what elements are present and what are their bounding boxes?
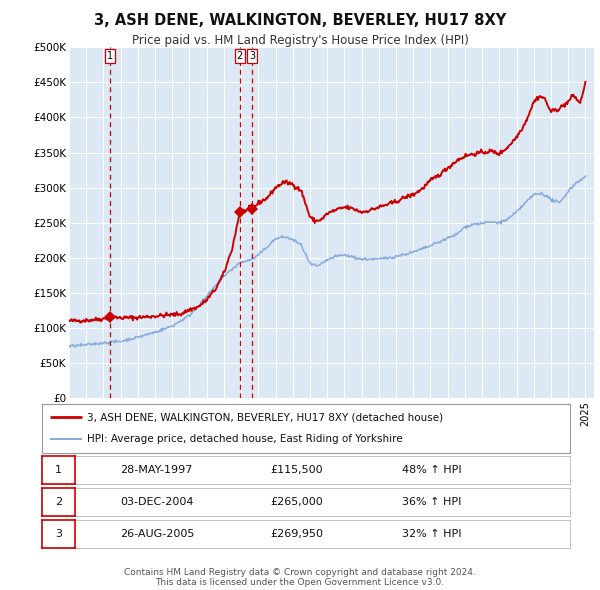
- Text: 3, ASH DENE, WALKINGTON, BEVERLEY, HU17 8XY: 3, ASH DENE, WALKINGTON, BEVERLEY, HU17 …: [94, 13, 506, 28]
- Text: 2: 2: [236, 51, 243, 61]
- Text: 28-MAY-1997: 28-MAY-1997: [120, 466, 193, 475]
- Text: 1: 1: [107, 51, 113, 61]
- Text: This data is licensed under the Open Government Licence v3.0.: This data is licensed under the Open Gov…: [155, 578, 445, 587]
- Text: 3: 3: [55, 529, 62, 539]
- Text: HPI: Average price, detached house, East Riding of Yorkshire: HPI: Average price, detached house, East…: [87, 434, 403, 444]
- Text: 3, ASH DENE, WALKINGTON, BEVERLEY, HU17 8XY (detached house): 3, ASH DENE, WALKINGTON, BEVERLEY, HU17 …: [87, 412, 443, 422]
- Text: £265,000: £265,000: [270, 497, 323, 507]
- Text: 32% ↑ HPI: 32% ↑ HPI: [402, 529, 461, 539]
- Text: 36% ↑ HPI: 36% ↑ HPI: [402, 497, 461, 507]
- Text: £269,950: £269,950: [270, 529, 323, 539]
- Text: Contains HM Land Registry data © Crown copyright and database right 2024.: Contains HM Land Registry data © Crown c…: [124, 568, 476, 577]
- Text: 26-AUG-2005: 26-AUG-2005: [120, 529, 194, 539]
- Text: Price paid vs. HM Land Registry's House Price Index (HPI): Price paid vs. HM Land Registry's House …: [131, 34, 469, 47]
- Text: 48% ↑ HPI: 48% ↑ HPI: [402, 466, 461, 475]
- Text: 2: 2: [55, 497, 62, 507]
- Text: £115,500: £115,500: [270, 466, 323, 475]
- Text: 03-DEC-2004: 03-DEC-2004: [120, 497, 193, 507]
- Text: 1: 1: [55, 466, 62, 475]
- Text: 3: 3: [249, 51, 256, 61]
